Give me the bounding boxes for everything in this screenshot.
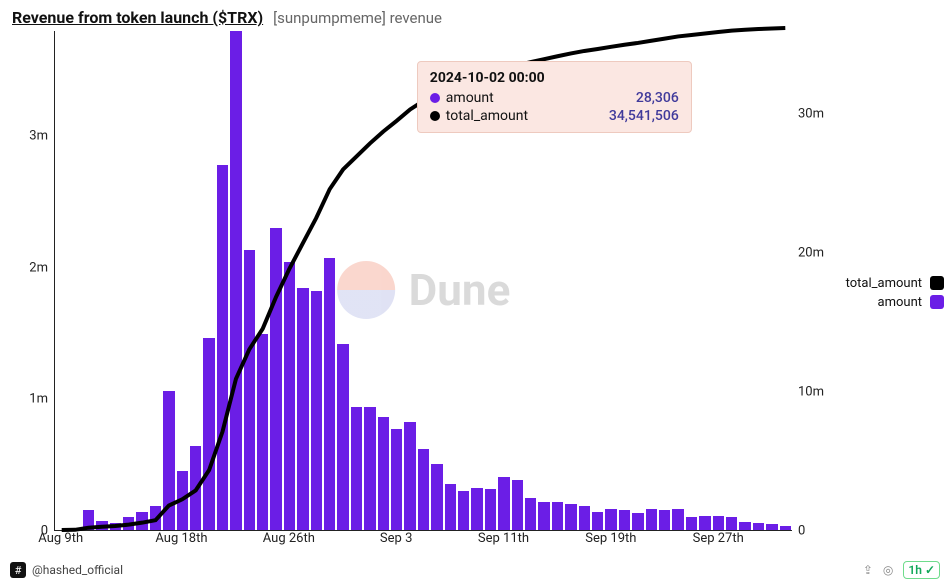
freshness-badge[interactable]: 1h ✓ <box>903 561 940 579</box>
x-axis: Aug 9thAug 18thAug 26thSep 3Sep 11thSep … <box>54 531 792 555</box>
tooltip-dot-icon <box>430 111 440 121</box>
y-left-tick: 2m <box>29 260 48 275</box>
y-right-tick: 10m <box>798 385 824 400</box>
y-left-tick: 3m <box>29 129 48 144</box>
y-axis-right: 010m20m30m <box>792 31 838 531</box>
share-icon[interactable]: ⇪ <box>863 563 873 577</box>
tooltip-title: 2024-10-02 00:00 <box>430 70 679 86</box>
tooltip-row: total_amount 34,541,506 <box>430 108 679 124</box>
check-icon: ✓ <box>925 563 935 577</box>
tooltip-value: 28,306 <box>636 90 679 106</box>
snapshot-icon[interactable]: ◎ <box>883 563 893 577</box>
tooltip-row: amount 28,306 <box>430 90 679 106</box>
tooltip-dot-icon <box>430 93 440 103</box>
tooltip-label: amount <box>446 90 494 106</box>
x-tick: Aug 9th <box>38 531 83 546</box>
legend-label: amount <box>878 295 922 310</box>
legend-swatch-icon <box>930 276 944 290</box>
y-left-tick: 1m <box>29 392 48 407</box>
y-right-tick: 0 <box>798 524 805 539</box>
legend-item[interactable]: amount <box>846 295 944 310</box>
x-tick: Sep 27th <box>693 531 744 546</box>
y-right-tick: 30m <box>798 107 824 122</box>
author-badge-icon: # <box>10 562 26 578</box>
y-right-tick: 20m <box>798 246 824 261</box>
legend-swatch-icon <box>930 295 944 309</box>
x-tick: Aug 26th <box>263 531 315 546</box>
y-axis-left: 01m2m3m <box>8 31 54 531</box>
chart-title[interactable]: Revenue from token launch ($TRX) <box>12 8 263 27</box>
x-tick: Sep 19th <box>585 531 636 546</box>
legend-item[interactable]: total_amount <box>846 276 944 291</box>
author-handle[interactable]: @hashed_official <box>32 563 123 577</box>
chart-legend: total_amountamount <box>846 272 944 314</box>
tooltip-label: total_amount <box>446 108 528 124</box>
x-tick: Aug 18th <box>155 531 207 546</box>
chart-plot-area[interactable]: Dune 2024-10-02 00:00amount28,306total_a… <box>54 31 792 531</box>
freshness-label: 1h <box>908 563 922 577</box>
x-tick: Sep 11th <box>478 531 529 546</box>
chart-subtitle: [sunpumpmeme] revenue <box>273 9 442 27</box>
legend-label: total_amount <box>846 276 922 291</box>
x-tick: Sep 3 <box>380 531 412 546</box>
tooltip-value: 34,541,506 <box>609 108 679 124</box>
chart-tooltip: 2024-10-02 00:00 amount 28,306 total_amount… <box>417 61 692 133</box>
